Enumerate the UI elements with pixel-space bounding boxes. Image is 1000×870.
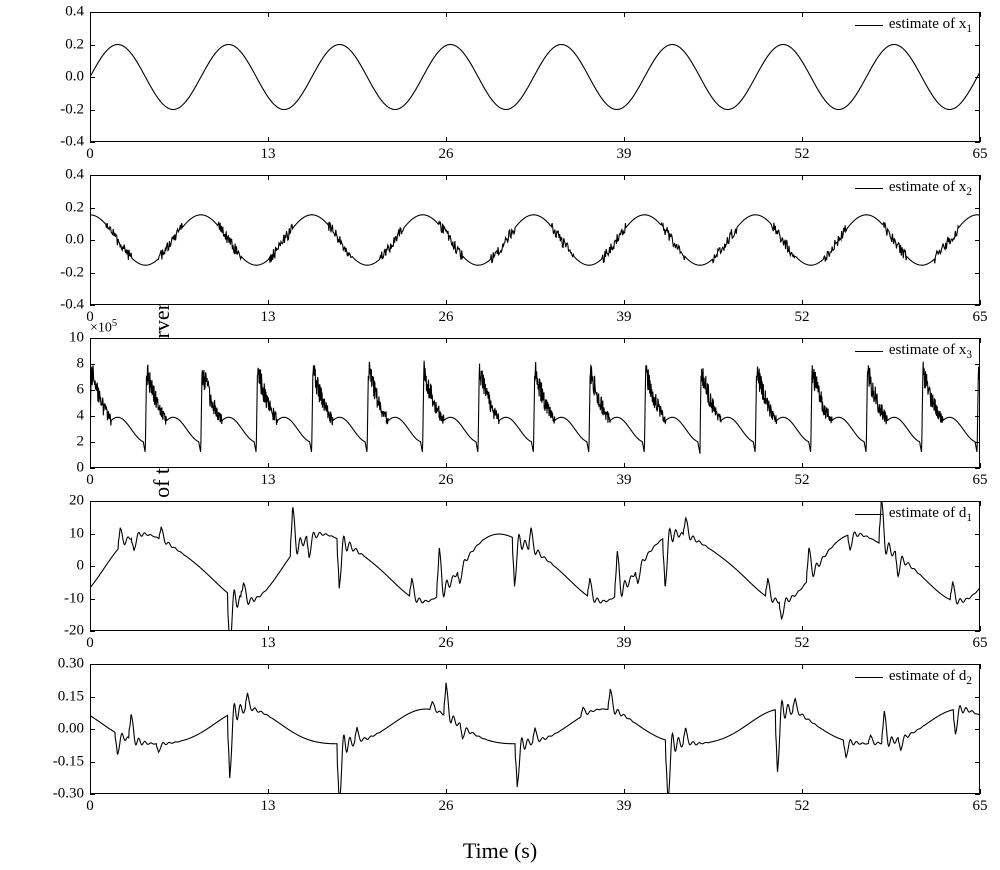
ytick-label: 6 bbox=[77, 382, 91, 399]
xtick-mark bbox=[980, 12, 981, 17]
xtick-label: 39 bbox=[617, 794, 632, 815]
xtick-label: 13 bbox=[261, 305, 276, 326]
xtick-label: 52 bbox=[795, 305, 810, 326]
xtick-mark bbox=[980, 664, 981, 669]
series-line bbox=[90, 45, 980, 110]
ytick-label: 4 bbox=[77, 408, 91, 425]
series-line bbox=[90, 215, 980, 265]
ytick-label: -0.2 bbox=[60, 101, 90, 118]
xtick-label: 26 bbox=[439, 468, 454, 489]
trace-x2 bbox=[90, 175, 980, 305]
ytick-label: 8 bbox=[77, 356, 91, 373]
xtick-label: 52 bbox=[795, 631, 810, 652]
panel-x2: -0.4-0.20.00.20.401326395265estimate of … bbox=[90, 175, 980, 305]
xtick-label: 26 bbox=[439, 142, 454, 163]
xtick-label: 65 bbox=[973, 305, 988, 326]
xtick-mark bbox=[980, 789, 981, 794]
xtick-label: 26 bbox=[439, 794, 454, 815]
xtick-label: 65 bbox=[973, 468, 988, 489]
xtick-label: 0 bbox=[86, 468, 94, 489]
ytick-label: 0.2 bbox=[65, 199, 90, 216]
xtick-label: 0 bbox=[86, 142, 94, 163]
xtick-label: 39 bbox=[617, 305, 632, 326]
x-axis-label: Time (s) bbox=[463, 838, 537, 864]
xtick-mark bbox=[980, 501, 981, 506]
xtick-mark bbox=[980, 338, 981, 343]
xtick-label: 39 bbox=[617, 468, 632, 489]
xtick-label: 65 bbox=[973, 142, 988, 163]
ytick-label: 0.30 bbox=[58, 656, 90, 673]
ytick-label: 20 bbox=[69, 493, 90, 510]
figure: Estimates of the hybrid observer(-) Time… bbox=[0, 0, 1000, 870]
xtick-label: 39 bbox=[617, 142, 632, 163]
y-multiplier: ×105 bbox=[90, 318, 117, 338]
panel-d1: -20-100102001326395265estimate of d1 bbox=[90, 501, 980, 631]
xtick-mark bbox=[980, 175, 981, 180]
xtick-label: 26 bbox=[439, 305, 454, 326]
ytick-label: -0.2 bbox=[60, 264, 90, 281]
xtick-label: 0 bbox=[86, 794, 94, 815]
series-line bbox=[90, 501, 980, 631]
xtick-label: 0 bbox=[86, 631, 94, 652]
xtick-mark bbox=[980, 463, 981, 468]
ytick-label: 0.4 bbox=[65, 4, 90, 21]
panel-d2: -0.30-0.150.000.150.3001326395265estimat… bbox=[90, 664, 980, 794]
trace-d1 bbox=[90, 501, 980, 631]
xtick-label: 52 bbox=[795, 794, 810, 815]
xtick-label: 39 bbox=[617, 631, 632, 652]
ytick-label: 0 bbox=[77, 558, 91, 575]
ytick-label: 2 bbox=[77, 434, 91, 451]
xtick-mark bbox=[980, 300, 981, 305]
ytick-label: -0.15 bbox=[53, 753, 90, 770]
trace-d2 bbox=[90, 664, 980, 794]
ytick-label: 0.2 bbox=[65, 36, 90, 53]
xtick-label: 65 bbox=[973, 631, 988, 652]
panel-x1: -0.4-0.20.00.20.401326395265estimate of … bbox=[90, 12, 980, 142]
trace-x3 bbox=[90, 338, 980, 468]
xtick-label: 13 bbox=[261, 468, 276, 489]
series-line bbox=[90, 683, 980, 794]
ytick-label: 0.0 bbox=[65, 69, 90, 86]
xtick-label: 13 bbox=[261, 142, 276, 163]
ytick-label: 0.4 bbox=[65, 167, 90, 184]
ytick-label: -10 bbox=[64, 590, 90, 607]
ytick-label: 0.0 bbox=[65, 232, 90, 249]
ytick-label: 10 bbox=[69, 525, 90, 542]
xtick-label: 52 bbox=[795, 468, 810, 489]
xtick-label: 52 bbox=[795, 142, 810, 163]
ytick-label: -0.30 bbox=[53, 786, 90, 803]
xtick-label: 13 bbox=[261, 794, 276, 815]
xtick-label: 26 bbox=[439, 631, 454, 652]
xtick-mark bbox=[980, 626, 981, 631]
xtick-label: 65 bbox=[973, 794, 988, 815]
trace-x1 bbox=[90, 12, 980, 142]
xtick-label: 13 bbox=[261, 631, 276, 652]
ytick-label: 0.15 bbox=[58, 688, 90, 705]
ytick-label: 10 bbox=[69, 330, 90, 347]
series-line bbox=[90, 361, 980, 454]
xtick-mark bbox=[980, 137, 981, 142]
panel-x3: ×105024681001326395265estimate of x3 bbox=[90, 338, 980, 468]
ytick-label: 0.00 bbox=[58, 721, 90, 738]
